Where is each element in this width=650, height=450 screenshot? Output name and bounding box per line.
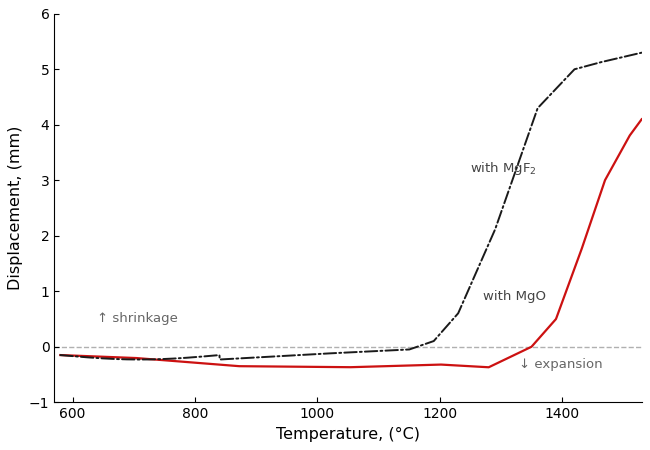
Text: with MgF$_2$: with MgF$_2$ bbox=[471, 160, 537, 177]
Text: ↓ expansion: ↓ expansion bbox=[519, 358, 603, 371]
Text: with MgO: with MgO bbox=[482, 290, 545, 302]
X-axis label: Temperature, (°C): Temperature, (°C) bbox=[276, 427, 420, 441]
Text: ↑ shrinkage: ↑ shrinkage bbox=[97, 312, 178, 325]
Y-axis label: Displacement, (mm): Displacement, (mm) bbox=[8, 126, 23, 290]
